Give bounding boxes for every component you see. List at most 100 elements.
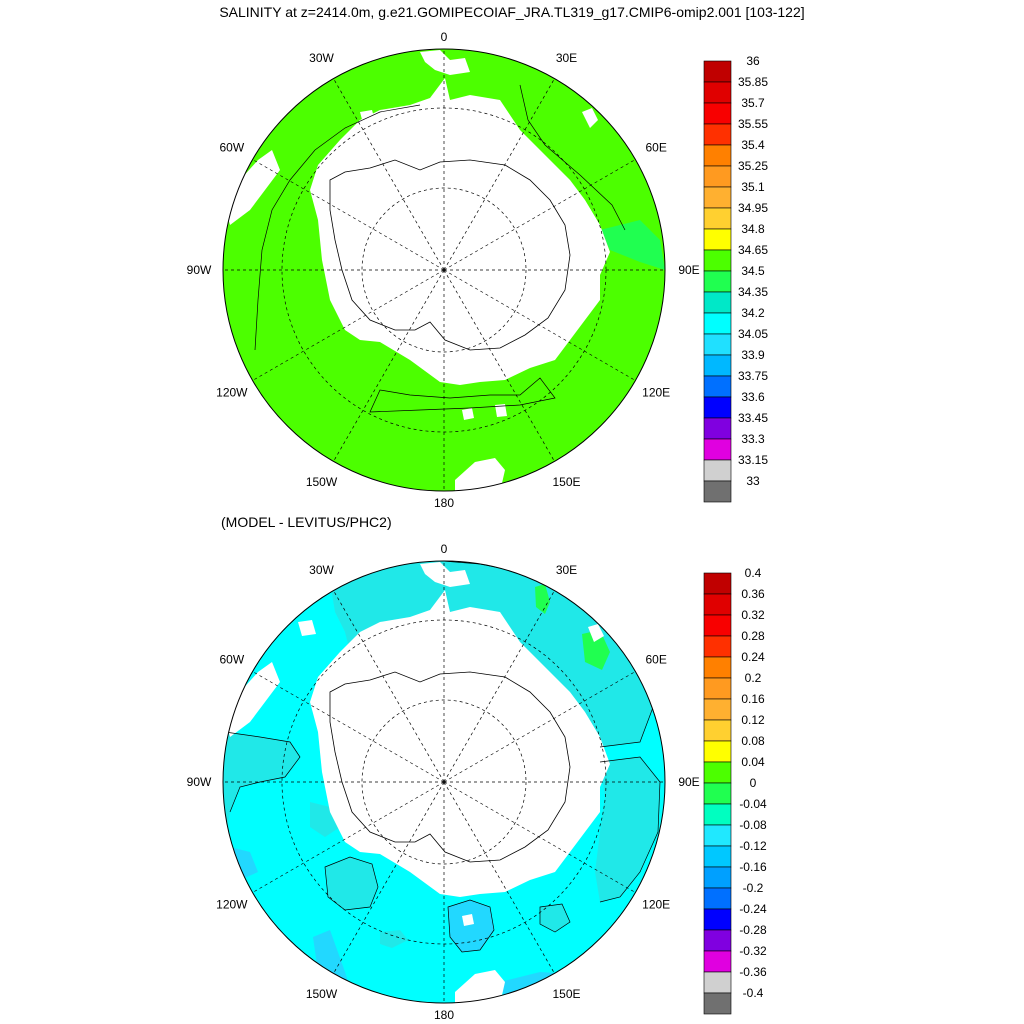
longitude-labels: 0 30E 60E 90E 120E 150E 180 150W 120W 90W 60W 30W [187, 30, 700, 510]
field-patch [595, 757, 660, 902]
colorbar-swatch [703, 354, 732, 377]
colorbar-swatch [703, 165, 732, 188]
colorbar-swatch [703, 375, 732, 398]
colorbar-label: -0.16 [739, 860, 767, 874]
colorbar-swatch [703, 698, 732, 721]
colorbar-swatch [703, 228, 732, 251]
colorbar-label: -0.36 [739, 965, 767, 979]
contour-line [324, 856, 379, 911]
antarctica-land [310, 78, 610, 385]
colorbar-swatch [703, 186, 732, 209]
colorbar-label: 34.5 [741, 264, 765, 278]
longitude-label: 30W [309, 51, 334, 65]
colorbar-label: 33.75 [738, 369, 768, 383]
field-patch [380, 930, 408, 948]
field-patch [310, 802, 340, 837]
south-america-land [223, 662, 280, 737]
contour-line [369, 377, 556, 413]
longitude-label: 90E [678, 263, 699, 277]
longitude-label: 30W [309, 563, 334, 577]
meridian-line [443, 159, 636, 271]
colorbar-label: 0.28 [741, 629, 765, 643]
colorbar-swatch [703, 635, 732, 658]
ice-patch [420, 50, 470, 75]
colorbar-swatch [703, 761, 732, 784]
latitude-circle [361, 699, 527, 865]
longitude-label: 150W [306, 987, 338, 1001]
longitude-label: 30E [556, 51, 577, 65]
longitude-label: 120E [642, 386, 670, 400]
colorbar-label: -0.24 [739, 902, 767, 916]
longitude-label: 0 [441, 542, 448, 556]
colorbar-swatch [703, 929, 732, 952]
colorbar-label: 36 [746, 54, 760, 68]
antarctica-land [310, 590, 610, 897]
field-patch [600, 220, 665, 270]
meridian-line [252, 671, 445, 783]
colorbar-label: 0.08 [741, 734, 765, 748]
longitude-label: 60E [645, 141, 666, 155]
longitude-label: 150W [306, 475, 338, 489]
latitude-circle [361, 187, 527, 353]
salinity-map-panel: 0 30E 60E 90E 120E 150E 180 150W 120W 90W 60W 30W 3… [187, 30, 769, 510]
colorbar-swatch [703, 249, 732, 272]
colorbar-swatch [703, 480, 732, 503]
meridian-line [252, 159, 445, 271]
colorbar-label: -0.32 [739, 944, 767, 958]
coastline [329, 671, 571, 863]
colorbar-label: -0.28 [739, 923, 767, 937]
colorbar-swatch [703, 333, 732, 356]
colorbar-swatch [703, 144, 732, 167]
colorbar-swatch [703, 908, 732, 931]
salinity-colorbar: 36 35.85 35.7 35.55 35.4 35.25 35.1 34.95 34.8 34… [703, 54, 768, 503]
meridian-line [333, 781, 445, 974]
colorbar-swatch [703, 740, 732, 763]
meridian-line [252, 269, 445, 381]
colorbar-label: -0.4 [743, 986, 764, 1000]
colorbar-label: 34.8 [741, 222, 765, 236]
colorbar-label: 35.25 [738, 159, 768, 173]
colorbar-swatch [703, 866, 732, 889]
longitude-label: 30E [556, 563, 577, 577]
meridian-line [252, 781, 445, 893]
ice-patch [298, 620, 316, 636]
longitude-label: 90E [678, 775, 699, 789]
colorbar-swatch [703, 438, 732, 461]
colorbar-label: 34.2 [741, 306, 765, 320]
colorbar-label: 0.2 [745, 671, 762, 685]
contour-line [254, 104, 421, 351]
colorbar-swatch [703, 291, 732, 314]
meridian-line [333, 269, 445, 462]
field-patch [582, 630, 610, 670]
ice-patch [360, 110, 376, 127]
colorbar-label: 34.05 [738, 327, 768, 341]
longitude-label: 60W [219, 653, 244, 667]
longitude-label: 150E [552, 475, 580, 489]
colorbar-swatch [703, 417, 732, 440]
longitude-label: 150E [552, 987, 580, 1001]
colorbar-swatch [703, 719, 732, 742]
colorbar-label: 33.45 [738, 411, 768, 425]
longitude-label: 90W [187, 775, 212, 789]
colorbar-swatch [703, 123, 732, 146]
ice-patch [582, 108, 598, 128]
colorbar-swatch [703, 677, 732, 700]
ice-patch [588, 624, 604, 642]
colorbar-swatch [703, 572, 732, 595]
colorbar-label: 33.15 [738, 453, 768, 467]
ice-patch [462, 408, 474, 420]
contour-line [599, 756, 661, 903]
colorbar-label: 0.36 [741, 587, 765, 601]
ice-patch [495, 404, 507, 417]
colorbar-swatch [703, 845, 732, 868]
meridian-line [443, 781, 555, 974]
colorbar-swatch [703, 803, 732, 826]
longitude-label: 120E [642, 898, 670, 912]
longitude-label: 120W [216, 898, 248, 912]
colorbar-swatch [703, 102, 732, 125]
longitude-label: 90W [187, 263, 212, 277]
colorbar-swatch [703, 887, 732, 910]
colorbar-label: 0.16 [741, 692, 765, 706]
colorbar-swatch [703, 782, 732, 805]
colorbar-swatch [703, 824, 732, 847]
